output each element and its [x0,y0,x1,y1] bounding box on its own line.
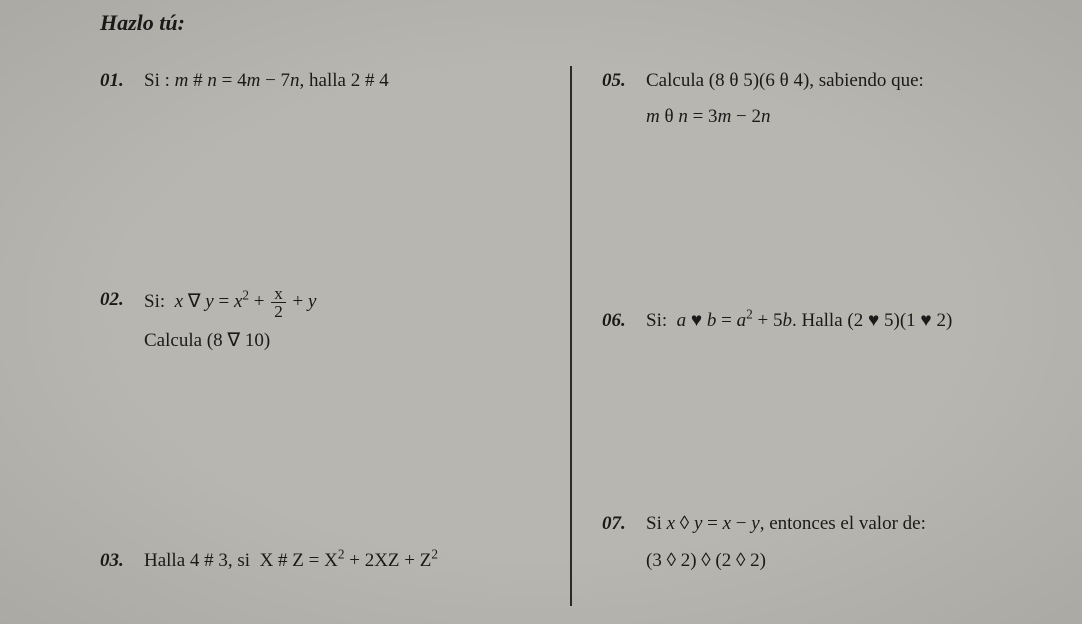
problem-number: 01. [100,66,144,96]
problem-line: Si: a ♥ b = a2 + 5b. Halla (2 ♥ 5)(1 ♥ 2… [646,310,952,331]
problem-line: Si : m # n = 4m − 7n, halla 2 # 4 [144,70,389,91]
problem-07: 07. Si x ◊ y = x − y, entonces el valor … [602,509,1042,576]
problem-number: 07. [602,509,646,576]
right-column: 05. Calcula (8 θ 5)(6 θ 4), sabiendo que… [572,66,1042,606]
problem-06: 06. Si: a ♥ b = a2 + 5b. Halla (2 ♥ 5)(1… [602,306,1042,336]
problem-number: 02. [100,285,144,357]
problem-body: Halla 4 # 3, si X # Z = X2 + 2XZ + Z2 [144,546,540,576]
columns-wrapper: 01. Si : m # n = 4m − 7n, halla 2 # 4 02… [100,66,1042,606]
problem-line: Halla 4 # 3, si X # Z = X2 + 2XZ + Z2 [144,550,438,571]
problem-line: Calcula (8 ∇ 10) [144,326,540,356]
problem-03: 03. Halla 4 # 3, si X # Z = X2 + 2XZ + Z… [100,546,540,576]
problem-number: 06. [602,306,646,336]
left-column: 01. Si : m # n = 4m − 7n, halla 2 # 4 02… [100,66,570,606]
problem-body: Si : m # n = 4m − 7n, halla 2 # 4 [144,66,540,96]
problem-body: Si: a ♥ b = a2 + 5b. Halla (2 ♥ 5)(1 ♥ 2… [646,306,1042,336]
page-title: Hazlo tú: [100,10,1042,36]
worksheet-page: Hazlo tú: 01. Si : m # n = 4m − 7n, hall… [0,0,1082,624]
problem-body: Si: x ∇ y = x2 + x2 + y Calcula (8 ∇ 10) [144,285,540,357]
problem-01: 01. Si : m # n = 4m − 7n, halla 2 # 4 [100,66,540,96]
problem-02: 02. Si: x ∇ y = x2 + x2 + y Calcula (8 ∇… [100,285,540,357]
problem-line: Si: x ∇ y = x2 + x2 + y [144,291,316,312]
problem-line: (3 ◊ 2) ◊ (2 ◊ 2) [646,546,1042,576]
problem-body: Si x ◊ y = x − y, entonces el valor de: … [646,509,1042,576]
problem-line: Si x ◊ y = x − y, entonces el valor de: [646,513,926,534]
problem-number: 03. [100,546,144,576]
problem-number: 05. [602,66,646,133]
problem-line: m θ n = 3m − 2n [646,102,1042,132]
problem-05: 05. Calcula (8 θ 5)(6 θ 4), sabiendo que… [602,66,1042,133]
problem-line: Calcula (8 θ 5)(6 θ 4), sabiendo que: [646,70,924,91]
problem-body: Calcula (8 θ 5)(6 θ 4), sabiendo que: m … [646,66,1042,133]
